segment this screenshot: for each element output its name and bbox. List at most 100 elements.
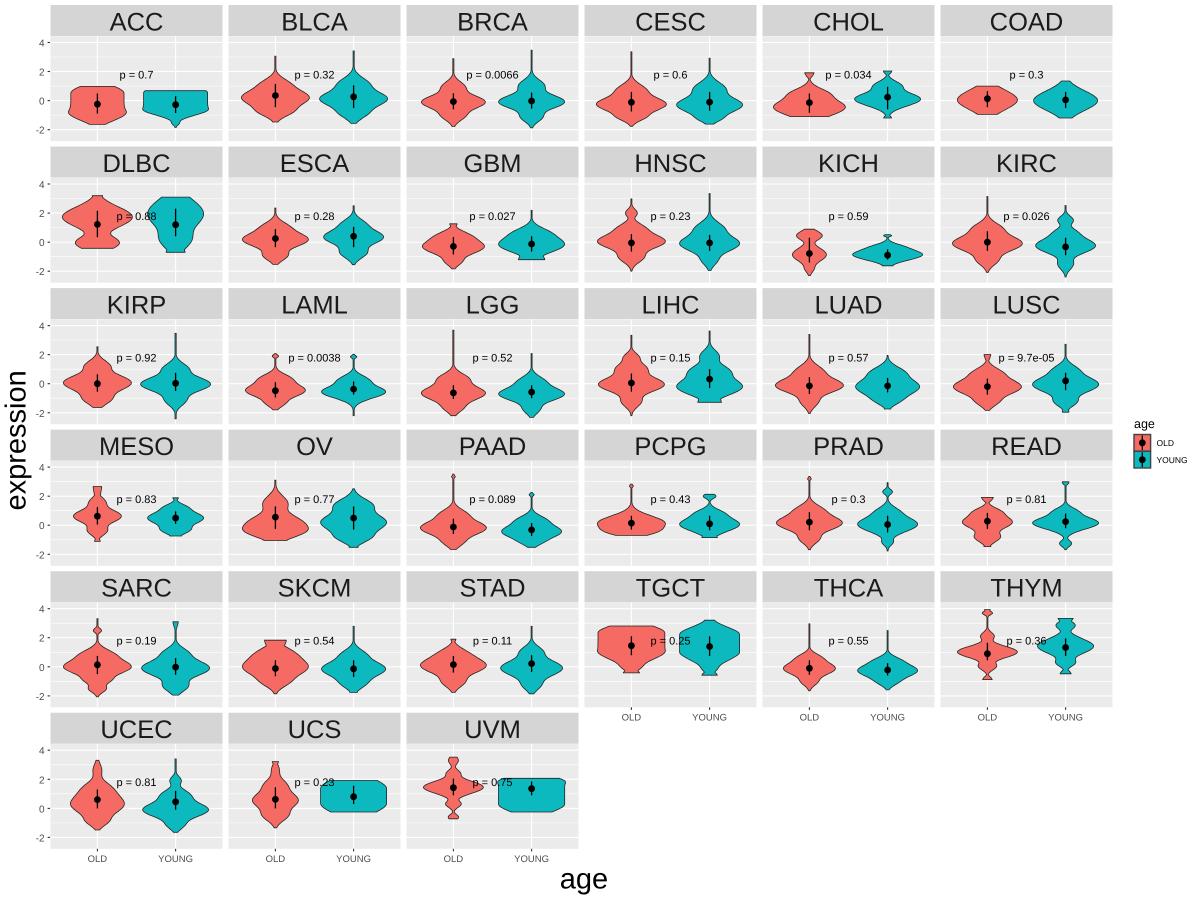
svg-text:READ: READ [991,433,1062,461]
svg-text:PAAD: PAAD [459,433,527,461]
svg-text:OV: OV [296,433,333,461]
svg-text:p = 0.28: p = 0.28 [294,211,334,223]
svg-text:LGG: LGG [466,291,520,319]
svg-text:BRCA: BRCA [457,8,528,36]
svg-text:p = 0.32: p = 0.32 [294,69,334,81]
svg-text:KICH: KICH [818,150,879,178]
svg-text:4: 4 [39,39,45,50]
svg-text:-2: -2 [36,550,45,561]
svg-text:p = 0.25: p = 0.25 [650,636,690,648]
svg-text:p = 0.0038: p = 0.0038 [288,353,340,365]
svg-text:p = 0.88: p = 0.88 [116,211,156,223]
svg-text:p = 0.54: p = 0.54 [294,636,334,648]
svg-text:2: 2 [39,351,45,362]
svg-text:YOUNG: YOUNG [158,854,193,865]
svg-text:COAD: COAD [990,8,1064,36]
svg-text:CHOL: CHOL [813,8,884,36]
svg-text:p = 0.089: p = 0.089 [469,494,515,506]
svg-text:4: 4 [39,605,45,616]
svg-text:-2: -2 [36,692,45,703]
svg-text:p = 0.027: p = 0.027 [469,211,515,223]
svg-text:LAML: LAML [281,291,348,319]
svg-text:p = 0.77: p = 0.77 [294,494,334,506]
svg-text:MESO: MESO [99,433,174,461]
svg-text:p = 0.23: p = 0.23 [294,777,334,789]
svg-text:2: 2 [39,492,45,503]
svg-text:-2: -2 [36,833,45,844]
svg-text:p = 0.15: p = 0.15 [650,353,690,365]
svg-text:UVM: UVM [464,716,521,744]
svg-text:BLCA: BLCA [281,8,348,36]
svg-text:p = 0.57: p = 0.57 [828,353,868,365]
svg-text:p = 0.81: p = 0.81 [116,777,156,789]
svg-text:4: 4 [39,463,45,474]
svg-text:p = 0.7: p = 0.7 [120,69,154,81]
svg-text:THYM: THYM [990,575,1062,603]
svg-text:0: 0 [39,521,45,532]
svg-text:ACC: ACC [110,8,164,36]
svg-text:OLD: OLD [622,712,642,723]
svg-text:0: 0 [39,97,45,108]
svg-text:UCS: UCS [288,716,342,744]
svg-text:STAD: STAD [459,575,525,603]
svg-text:2: 2 [39,775,45,786]
svg-text:p = 0.36: p = 0.36 [1006,636,1046,648]
svg-text:OLD: OLD [800,712,820,723]
svg-text:p = 0.23: p = 0.23 [650,211,690,223]
svg-text:KIRP: KIRP [107,291,167,319]
svg-text:age: age [1134,417,1155,431]
svg-text:YOUNG: YOUNG [870,712,905,723]
svg-text:0: 0 [39,663,45,674]
svg-text:4: 4 [39,180,45,191]
svg-text:p = 0.0066: p = 0.0066 [466,69,518,81]
svg-text:p = 0.3: p = 0.3 [1010,69,1044,81]
svg-text:OLD: OLD [266,854,286,865]
svg-text:TGCT: TGCT [636,575,705,603]
svg-text:-2: -2 [36,126,45,137]
svg-text:SARC: SARC [101,575,172,603]
svg-text:DLBC: DLBC [102,150,170,178]
svg-text:p = 0.92: p = 0.92 [116,353,156,365]
svg-text:0: 0 [39,804,45,815]
svg-text:LUSC: LUSC [992,291,1060,319]
svg-text:LUAD: LUAD [814,291,882,319]
svg-text:2: 2 [39,209,45,220]
svg-text:p = 0.11: p = 0.11 [473,636,512,648]
svg-text:PRAD: PRAD [813,433,884,461]
svg-text:-2: -2 [36,409,45,420]
svg-text:p = 0.52: p = 0.52 [472,353,512,365]
svg-text:4: 4 [39,746,45,757]
svg-text:OLD: OLD [978,712,998,723]
svg-text:p = 0.83: p = 0.83 [116,494,156,506]
svg-text:ESCA: ESCA [280,150,349,178]
svg-text:p = 0.034: p = 0.034 [825,69,871,81]
svg-text:YOUNG: YOUNG [1157,455,1188,465]
svg-text:PCPG: PCPG [634,433,706,461]
svg-text:2: 2 [39,68,45,79]
svg-text:p = 0.59: p = 0.59 [828,211,868,223]
svg-text:expression: expression [0,370,32,510]
svg-text:2: 2 [39,634,45,645]
svg-text:OLD: OLD [444,854,464,865]
svg-text:SKCM: SKCM [278,575,352,603]
svg-text:YOUNG: YOUNG [1048,712,1083,723]
svg-text:CESC: CESC [635,8,706,36]
svg-text:OLD: OLD [1157,438,1174,448]
svg-text:-2: -2 [36,267,45,278]
svg-text:p = 0.55: p = 0.55 [828,636,868,648]
svg-text:YOUNG: YOUNG [514,854,549,865]
svg-text:THCA: THCA [814,575,883,603]
svg-text:p = 0.43: p = 0.43 [650,494,690,506]
svg-text:p = 0.81: p = 0.81 [1006,494,1046,506]
svg-text:HNSC: HNSC [634,150,706,178]
svg-text:p = 0.6: p = 0.6 [654,69,688,81]
svg-text:YOUNG: YOUNG [692,712,727,723]
svg-text:p = 0.3: p = 0.3 [832,494,866,506]
svg-text:p = 0.75: p = 0.75 [472,777,512,789]
svg-text:p = 9.7e-05: p = 9.7e-05 [999,353,1055,365]
svg-text:age: age [560,864,608,896]
svg-text:OLD: OLD [88,854,108,865]
svg-text:0: 0 [39,380,45,391]
svg-text:GBM: GBM [463,150,521,178]
svg-text:LIHC: LIHC [641,291,699,319]
